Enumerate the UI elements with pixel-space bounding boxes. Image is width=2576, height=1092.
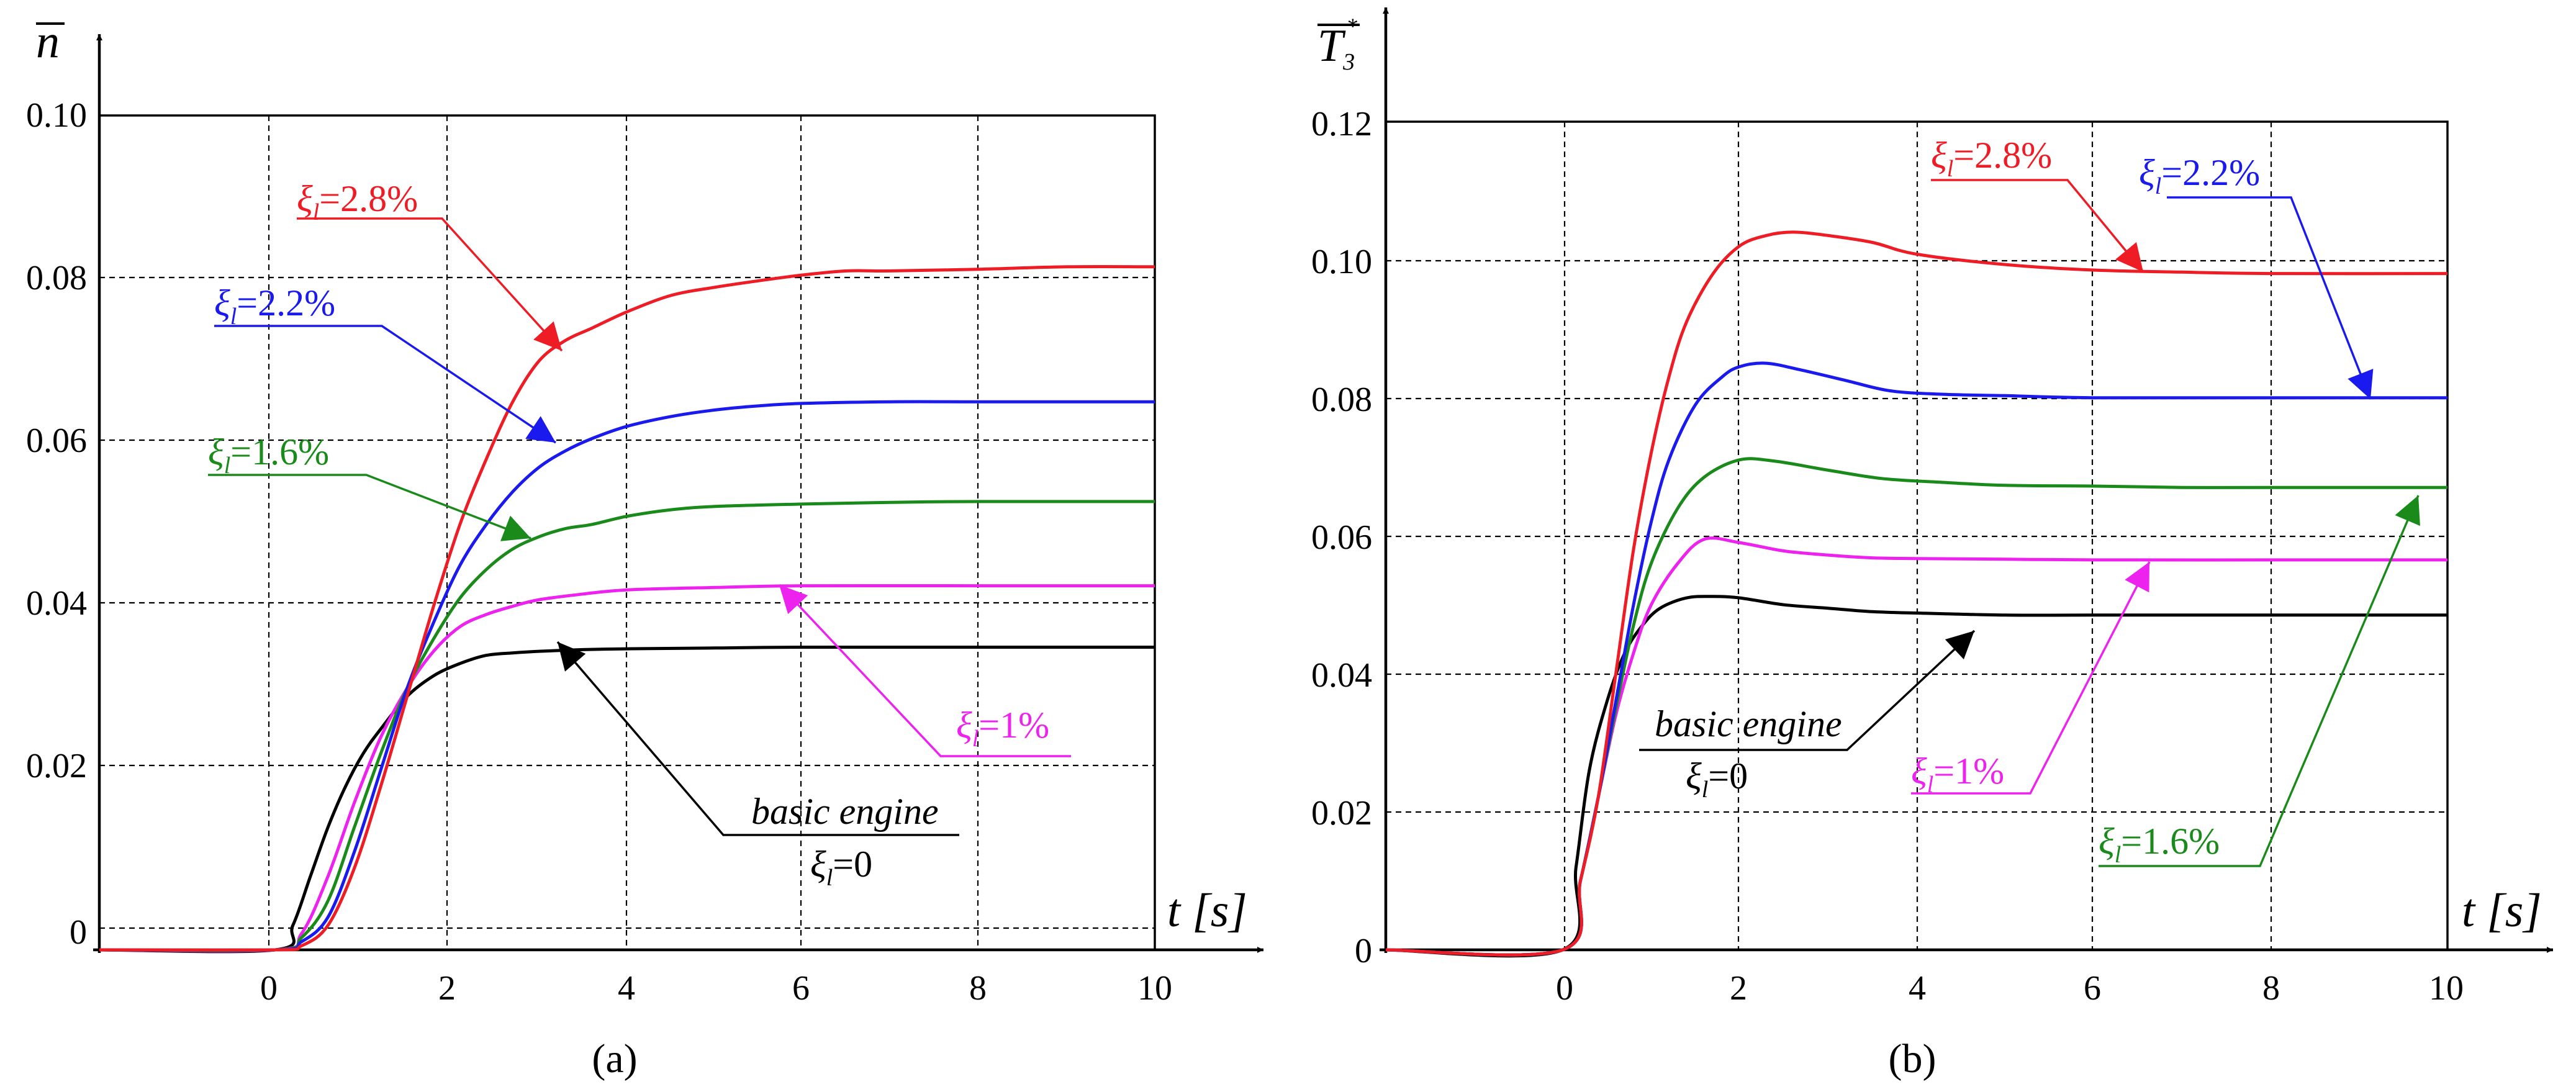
annotation-a-black-line1: basic engine (751, 791, 939, 832)
curves-b (1385, 230, 2448, 958)
annotation-b-black: basic engine ξl=0 (1639, 629, 1976, 803)
y-tick-a-010: 0.10 (26, 96, 87, 135)
leader-a-green (208, 474, 531, 541)
x-tick-b-0: 0 (1556, 969, 1573, 1008)
annotation-a-blue-label: ξl=2.2% (214, 282, 335, 330)
leader-a-red (297, 217, 563, 352)
leader-b-blue (2167, 196, 2374, 400)
annotation-a-green: ξl=1.6% (208, 431, 531, 541)
leader-a-blue (214, 325, 556, 444)
leader-b-black (1639, 629, 1976, 751)
grid-b (1386, 120, 2449, 950)
annotation-a-red: ξl=2.8% (297, 178, 563, 352)
annotation-a-green-label: ξl=1.6% (208, 431, 329, 479)
y-tick-b-004: 0.04 (1311, 656, 1372, 695)
y-tick-a-002: 0.02 (26, 747, 87, 785)
curves-a (99, 264, 1155, 954)
y-tick-a-004: 0.04 (26, 584, 87, 623)
y-tick-b-002: 0.02 (1311, 794, 1372, 833)
series-line-a-red (99, 264, 1155, 952)
series-line-a-blue (99, 400, 1155, 952)
annotation-a-black-label: ξl=0 (810, 844, 872, 891)
annotation-b-black-label: ξl=0 (1686, 756, 1748, 803)
x-tick-b-6: 6 (2084, 969, 2101, 1008)
x-tick-b-8: 8 (2262, 969, 2280, 1008)
y-tick-b-012: 0.12 (1311, 105, 1372, 143)
x-tick-a-2: 2 (438, 969, 456, 1008)
y-label-b-sub: 3 (1342, 49, 1355, 75)
y-tick-b-0: 0 (1355, 932, 1372, 970)
y-tick-a-006: 0.06 (26, 422, 87, 460)
panel-b: T3* t [s] 0 2 4 6 8 10 0 0.02 0.04 0.06 … (1311, 7, 2553, 1081)
annotation-b-green-label: ξl=1.6% (2099, 821, 2220, 868)
ticks-b: 0 2 4 6 8 10 0 0.02 0.04 0.06 0.08 0.10 … (1311, 105, 2464, 1008)
annotation-a-blue: ξl=2.2% (214, 282, 556, 444)
annotation-b-green: ξl=1.6% (2099, 495, 2420, 868)
x-tick-a-6: 6 (792, 969, 810, 1008)
series-line-a-green (99, 500, 1155, 952)
x-label-a-text: t [s] (1167, 885, 1247, 937)
annotation-a-red-label: ξl=2.8% (297, 178, 418, 225)
annotation-a-black: basic engine ξl=0 (556, 641, 959, 891)
x-tick-a-10: 10 (1137, 969, 1172, 1008)
annotation-b-magenta: ξl=1% (1911, 561, 2151, 798)
annotation-b-magenta-label: ξl=1% (1911, 751, 2004, 798)
series-line-b-black (1385, 595, 2447, 958)
leader-b-magenta (1911, 561, 2151, 795)
annotation-a-magenta-label: ξl=1% (956, 705, 1049, 752)
leader-b-green (2099, 495, 2420, 867)
x-tick-a-8: 8 (969, 969, 987, 1008)
x-tick-b-4: 4 (1909, 969, 1926, 1008)
leader-b-red (1931, 179, 2144, 273)
annotation-a-magenta: ξl=1% (778, 584, 1071, 757)
x-tick-a-4: 4 (618, 969, 635, 1008)
y-label-b-base: T (1317, 20, 1346, 71)
y-tick-a-0: 0 (70, 913, 87, 952)
annotation-b-red: ξl=2.8% (1931, 135, 2144, 273)
y-tick-b-006: 0.06 (1311, 518, 1372, 557)
ticks-a: 0 2 4 6 8 10 0 0.02 0.04 0.06 0.08 0.10 (26, 96, 1172, 1008)
y-label-a: n (36, 16, 60, 68)
grid-a (99, 114, 1156, 950)
annotation-b-blue-label: ξl=2.2% (2139, 152, 2260, 199)
x-label-a: t [s] (1167, 885, 1247, 937)
x-label-b: t [s] (2462, 885, 2542, 937)
x-tick-b-10: 10 (2429, 969, 2464, 1008)
annotation-b-black-line1: basic engine (1655, 703, 1842, 744)
x-tick-b-2: 2 (1730, 969, 1747, 1008)
y-tick-b-008: 0.08 (1311, 381, 1372, 419)
annotation-b-red-label: ξl=2.8% (1931, 135, 2052, 182)
annotation-b-blue: ξl=2.2% (2139, 152, 2374, 400)
leader-a-black (556, 641, 959, 836)
y-tick-b-010: 0.10 (1311, 243, 1372, 281)
series-line-a-magenta (99, 584, 1155, 953)
subfigure-label-a: (a) (592, 1036, 637, 1081)
y-label-b-sup: * (1346, 14, 1357, 38)
leader-a-magenta (778, 584, 1071, 757)
series-line-b-red (1385, 230, 2448, 957)
panel-a: n t [s] 0 2 4 6 8 10 0 0.02 0.04 0.06 0.… (26, 16, 1263, 1081)
y-label-b: T3 * (1317, 14, 1357, 75)
x-label-b-text: t [s] (2462, 885, 2542, 937)
series-line-a-black (99, 645, 1155, 954)
x-tick-a-0: 0 (260, 969, 278, 1008)
subfigure-label-b: (b) (1889, 1036, 1937, 1081)
y-tick-a-008: 0.08 (26, 259, 87, 297)
